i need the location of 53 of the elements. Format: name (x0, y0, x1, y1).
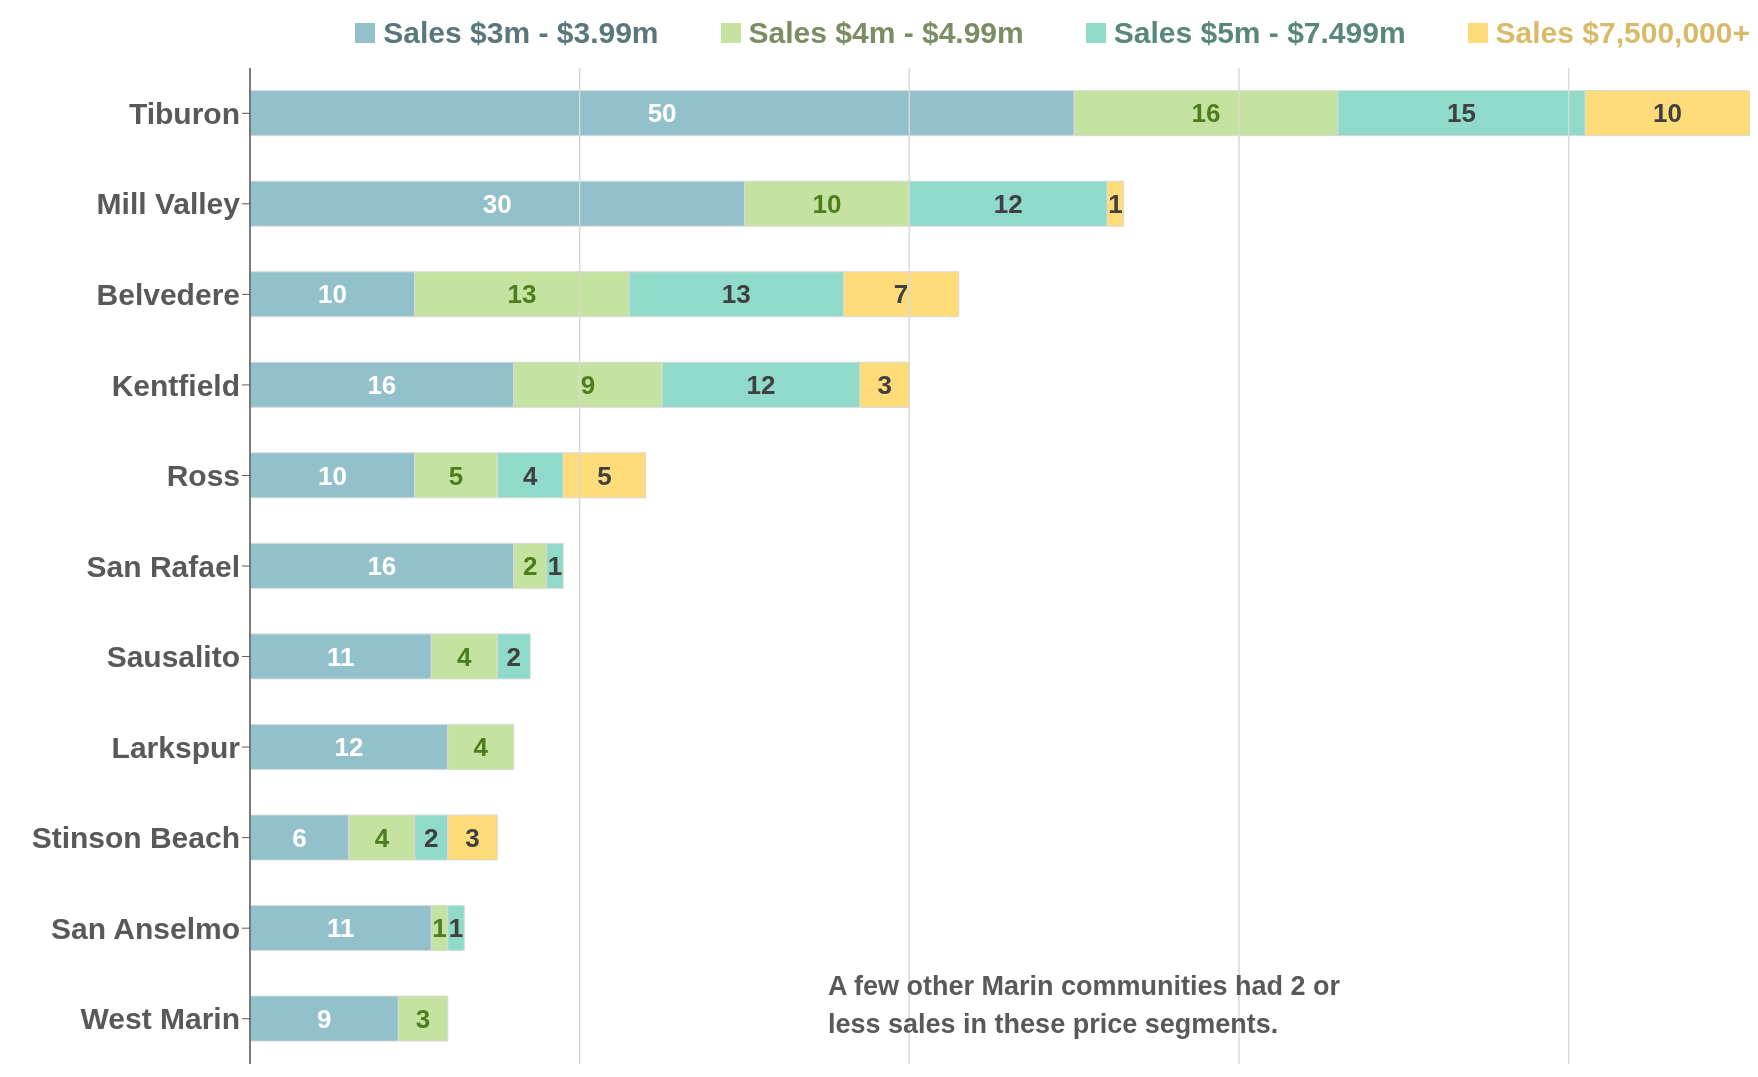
legend-label: Sales $4m - $4.99m (748, 16, 1024, 50)
y-tick-label: Mill Valley (96, 187, 241, 221)
data-label: 2 (506, 641, 521, 672)
data-label: 9 (316, 1003, 332, 1034)
data-label: 50 (647, 98, 677, 129)
data-label: 4 (473, 732, 489, 763)
y-tick-label: Ross (166, 459, 240, 493)
y-tick-label: Tiburon (128, 96, 240, 130)
data-label: 13 (507, 279, 537, 310)
data-label: 12 (334, 732, 364, 763)
y-tick-label: San Anselmo (51, 911, 240, 945)
data-label: 10 (812, 188, 842, 219)
y-tick-label: San Rafael (86, 549, 240, 583)
data-label: 4 (522, 460, 538, 491)
legend-label: Sales $3m - $3.99m (383, 16, 659, 50)
data-label: 10 (317, 460, 347, 491)
data-label: 1 (1108, 188, 1123, 219)
data-label: 3 (415, 1003, 431, 1034)
data-label: 16 (1191, 98, 1221, 129)
data-label: 3 (877, 370, 892, 400)
data-label: 13 (721, 279, 751, 310)
data-label: 12 (746, 370, 776, 400)
data-label: 16 (367, 551, 397, 582)
data-label: 4 (457, 641, 473, 672)
data-label: 6 (292, 822, 307, 853)
data-label: 15 (1447, 98, 1476, 129)
y-tick-label: Belvedere (96, 278, 240, 312)
y-tick-label: Sausalito (106, 640, 240, 674)
data-label: 10 (317, 279, 347, 310)
data-label: 2 (424, 822, 439, 853)
y-tick-label: West Marin (80, 1002, 240, 1036)
data-label: 11 (326, 913, 355, 944)
y-tick-label: Larkspur (111, 730, 241, 764)
data-label: 2 (522, 551, 538, 582)
data-label: 16 (367, 370, 397, 400)
data-label: 1 (547, 551, 563, 582)
legend-label: Sales $7,500,000+ (1495, 16, 1750, 50)
data-label: 5 (597, 460, 612, 491)
data-label: 9 (580, 370, 596, 400)
data-label: 30 (482, 188, 512, 219)
data-label: 5 (448, 460, 464, 491)
y-tick-label: Stinson Beach (31, 821, 240, 855)
annotation: A few other Marin communities had 2 or less sales in these price segments. (828, 970, 1342, 1041)
data-label: 1 (448, 913, 464, 944)
data-label: 1 (432, 913, 447, 944)
data-label: 11 (326, 641, 355, 672)
legend-label: Sales $5m - $7.499m (1113, 16, 1406, 50)
data-label: 12 (993, 188, 1023, 219)
data-label: 10 (1653, 98, 1683, 129)
y-tick-label: Kentfield (111, 368, 240, 402)
data-label: 4 (374, 822, 390, 853)
data-label: 7 (893, 279, 909, 310)
data-label: 3 (465, 822, 480, 853)
